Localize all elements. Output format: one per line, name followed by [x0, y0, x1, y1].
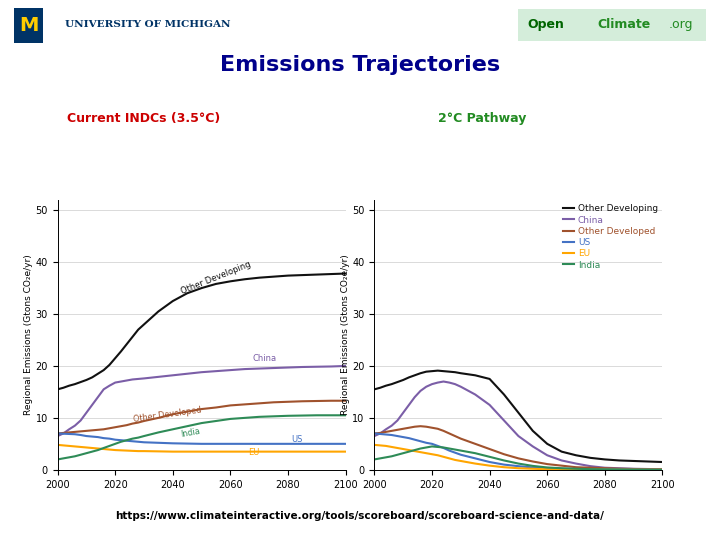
Text: 2°C Pathway: 2°C Pathway — [438, 112, 526, 125]
Text: Other Developing: Other Developing — [180, 260, 252, 296]
Text: Current INDCs (3.5°C): Current INDCs (3.5°C) — [68, 112, 220, 125]
Y-axis label: Regional Emissions (Gtons CO₂e/yr): Regional Emissions (Gtons CO₂e/yr) — [24, 254, 32, 415]
Y-axis label: Regional Emissions (Gtons CO₂e/yr): Regional Emissions (Gtons CO₂e/yr) — [341, 254, 349, 415]
Text: EU: EU — [248, 448, 259, 457]
Text: Open: Open — [528, 18, 564, 31]
Text: .org: .org — [668, 18, 693, 31]
Text: Climate: Climate — [597, 18, 650, 31]
Text: UNIVERSITY OF MICHIGAN: UNIVERSITY OF MICHIGAN — [65, 20, 230, 29]
Text: Other Developed: Other Developed — [132, 406, 202, 424]
Text: M: M — [19, 16, 38, 35]
Text: US: US — [291, 435, 302, 444]
Text: Emissions Trajectories: Emissions Trajectories — [220, 55, 500, 75]
Text: https://www.climateinteractive.org/tools/scoreboard/scoreboard-science-and-data/: https://www.climateinteractive.org/tools… — [116, 511, 604, 521]
Legend: Other Developing, China, Other Developed, US, EU, India: Other Developing, China, Other Developed… — [563, 204, 658, 269]
Text: India: India — [179, 427, 201, 439]
Text: China: China — [253, 354, 277, 363]
